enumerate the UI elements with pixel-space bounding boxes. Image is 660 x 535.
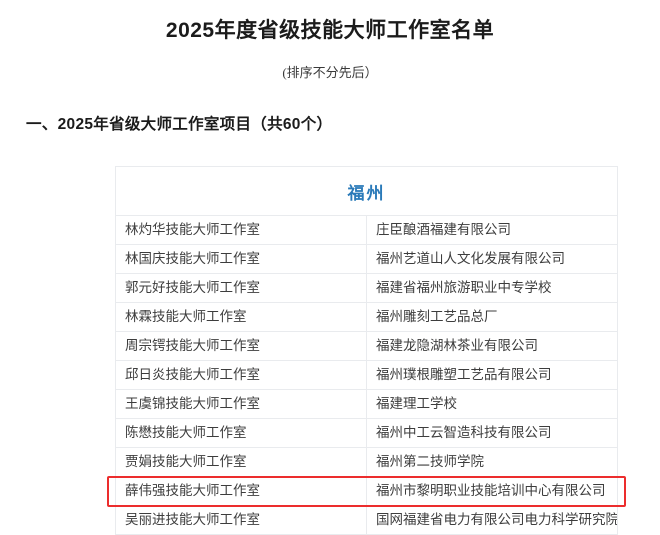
studio-name-text: 王虞锦技能大师工作室 [125, 396, 260, 411]
cell-studio-name: 邱日炎技能大师工作室 [115, 360, 367, 390]
table-row: 薛伟强技能大师工作室 福州市黎明职业技能培训中心有限公司 [115, 476, 618, 506]
host-unit-text: 福州第二技师学院 [376, 454, 484, 469]
cell-studio-name: 林灼华技能大师工作室 [115, 215, 367, 245]
table-row: 邱日炎技能大师工作室 福州璞根雕塑工艺品有限公司 [115, 360, 618, 390]
cell-host-unit: 福建省福州旅游职业中专学校 [366, 273, 618, 303]
cell-host-unit: 福建龙隐湖林茶业有限公司 [366, 331, 618, 361]
cell-studio-name: 郭元好技能大师工作室 [115, 273, 367, 303]
table-row: 贾娟技能大师工作室 福州第二技师学院 [115, 447, 618, 477]
studio-name-text: 陈懋技能大师工作室 [125, 425, 247, 440]
host-unit-text: 国网福建省电力有限公司电力科学研究院 [376, 512, 618, 527]
host-unit-text: 福建龙隐湖林茶业有限公司 [376, 338, 538, 353]
cell-host-unit: 福州中工云智造科技有限公司 [366, 418, 618, 448]
cell-studio-name: 贾娟技能大师工作室 [115, 447, 367, 477]
host-unit-text: 福州市黎明职业技能培训中心有限公司 [376, 483, 606, 498]
workshop-listing-table: 福州 林灼华技能大师工作室 庄臣酿酒福建有限公司林国庆技能大师工作室 福州艺道山人文… [115, 166, 618, 535]
studio-name-text: 郭元好技能大师工作室 [125, 280, 260, 295]
table-row: 周宗锷技能大师工作室 福建龙隐湖林茶业有限公司 [115, 331, 618, 361]
cell-host-unit: 福州第二技师学院 [366, 447, 618, 477]
studio-name-text: 林灼华技能大师工作室 [125, 222, 260, 237]
studio-name-text: 贾娟技能大师工作室 [125, 454, 247, 469]
cell-host-unit: 福州市黎明职业技能培训中心有限公司 [366, 476, 618, 506]
table-row: 林灼华技能大师工作室 庄臣酿酒福建有限公司 [115, 215, 618, 245]
page-subtitle: (排序不分先后） [282, 65, 378, 80]
region-header-cell: 福州 [115, 166, 618, 216]
cell-host-unit: 福州艺道山人文化发展有限公司 [366, 244, 618, 274]
cell-host-unit: 国网福建省电力有限公司电力科学研究院 [366, 505, 618, 535]
cell-host-unit: 福州雕刻工艺品总厂 [366, 302, 618, 332]
table-row: 吴丽进技能大师工作室 国网福建省电力有限公司电力科学研究院 [115, 505, 618, 535]
studio-name-text: 邱日炎技能大师工作室 [125, 367, 260, 382]
cell-studio-name: 周宗锷技能大师工作室 [115, 331, 367, 361]
cell-studio-name: 林霖技能大师工作室 [115, 302, 367, 332]
cell-studio-name: 吴丽进技能大师工作室 [115, 505, 367, 535]
region-header-row: 福州 [115, 166, 618, 216]
cell-studio-name: 林国庆技能大师工作室 [115, 244, 367, 274]
table-row: 郭元好技能大师工作室 福建省福州旅游职业中专学校 [115, 273, 618, 303]
host-unit-text: 福建理工学校 [376, 396, 457, 411]
host-unit-text: 福建省福州旅游职业中专学校 [376, 280, 552, 295]
section-heading: 一、2025年省级大师工作室项目（共60个） [26, 116, 333, 133]
cell-host-unit: 福州璞根雕塑工艺品有限公司 [366, 360, 618, 390]
table-row: 王虞锦技能大师工作室 福建理工学校 [115, 389, 618, 419]
studio-name-text: 吴丽进技能大师工作室 [125, 512, 260, 527]
document-page: 2025年度省级技能大师工作室名单 (排序不分先后） 一、2025年省级大师工作… [26, 19, 626, 535]
host-unit-text: 福州中工云智造科技有限公司 [376, 425, 552, 440]
host-unit-text: 福州雕刻工艺品总厂 [376, 309, 498, 324]
listing-table-container: 福州 林灼华技能大师工作室 庄臣酿酒福建有限公司林国庆技能大师工作室 福州艺道山人文… [115, 166, 618, 535]
page-title: 2025年度省级技能大师工作室名单 [165, 19, 495, 42]
cell-host-unit: 福建理工学校 [366, 389, 618, 419]
studio-name-text: 林国庆技能大师工作室 [125, 251, 260, 266]
table-row: 林国庆技能大师工作室 福州艺道山人文化发展有限公司 [115, 244, 618, 274]
host-unit-text: 福州璞根雕塑工艺品有限公司 [376, 367, 552, 382]
cell-host-unit: 庄臣酿酒福建有限公司 [366, 215, 618, 245]
cell-studio-name: 王虞锦技能大师工作室 [115, 389, 367, 419]
host-unit-text: 庄臣酿酒福建有限公司 [376, 222, 511, 237]
table-body: 福州 林灼华技能大师工作室 庄臣酿酒福建有限公司林国庆技能大师工作室 福州艺道山人文… [115, 166, 618, 535]
studio-name-text: 薛伟强技能大师工作室 [125, 483, 260, 498]
studio-name-text: 周宗锷技能大师工作室 [125, 338, 260, 353]
cell-studio-name: 陈懋技能大师工作室 [115, 418, 367, 448]
studio-name-text: 林霖技能大师工作室 [125, 309, 247, 324]
cell-studio-name: 薛伟强技能大师工作室 [115, 476, 367, 506]
host-unit-text: 福州艺道山人文化发展有限公司 [376, 251, 565, 266]
table-row: 陈懋技能大师工作室 福州中工云智造科技有限公司 [115, 418, 618, 448]
table-row: 林霖技能大师工作室 福州雕刻工艺品总厂 [115, 302, 618, 332]
